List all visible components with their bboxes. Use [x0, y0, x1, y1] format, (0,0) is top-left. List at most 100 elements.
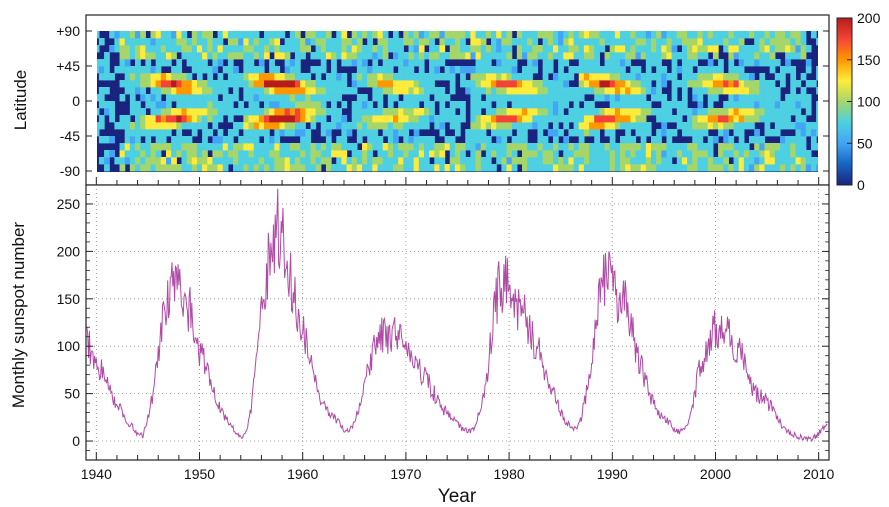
heatmap-cell [547, 94, 554, 102]
heatmap-cell [351, 52, 358, 60]
heatmap-cell [614, 66, 621, 74]
heatmap-cell [429, 115, 435, 123]
heatmap-cell [625, 59, 631, 67]
heatmap-cell [764, 59, 771, 67]
sunspot-x-tick-label: 2000 [700, 466, 731, 482]
heatmap-cell [774, 73, 781, 81]
heatmap-cell [712, 66, 719, 74]
heatmap-cell [196, 38, 203, 46]
heatmap-cell [769, 80, 776, 88]
heatmap-cell [542, 94, 549, 102]
heatmap-cell [222, 80, 229, 88]
heatmap-cell [258, 38, 265, 46]
heatmap-cell [377, 31, 384, 39]
heatmap-cell [325, 38, 332, 46]
heatmap-cell [289, 45, 296, 53]
heatmap-cell [439, 31, 446, 39]
heatmap-cell [640, 73, 647, 81]
heatmap-cell [289, 94, 296, 102]
heatmap-cell [186, 150, 193, 158]
heatmap-cell [754, 45, 760, 53]
heatmap-cell [728, 164, 735, 172]
heatmap-cell [754, 136, 760, 144]
heatmap-cell [160, 143, 167, 151]
heatmap-cell [387, 45, 394, 53]
heatmap-cell [341, 52, 348, 60]
heatmap-cell [558, 87, 564, 95]
heatmap-cell [362, 52, 368, 60]
heatmap-cell [816, 101, 818, 109]
heatmap-cell [640, 45, 647, 53]
heatmap-cell [640, 52, 647, 60]
heatmap-cell [212, 108, 219, 116]
heatmap-cell [393, 129, 399, 137]
heatmap-cell [697, 94, 704, 102]
heatmap-cell [145, 164, 152, 172]
heatmap-cell [284, 157, 291, 165]
heatmap-cell [594, 136, 600, 144]
heatmap-cell [444, 94, 451, 102]
heatmap-cell [645, 108, 652, 116]
heatmap-cell [527, 94, 533, 102]
heatmap-cell [434, 73, 441, 81]
heatmap-cell [145, 157, 152, 165]
heatmap-cell [769, 52, 776, 60]
heatmap-cell [697, 87, 704, 95]
heatmap-cell [423, 87, 430, 95]
heatmap-cell [800, 129, 807, 137]
heatmap-cell [176, 136, 183, 144]
heatmap-cell [258, 129, 265, 137]
heatmap-cell [764, 143, 771, 151]
heatmap-cell [212, 38, 219, 46]
heatmap-cell [578, 31, 585, 39]
heatmap-cell [687, 143, 693, 151]
heatmap-cell [749, 80, 755, 88]
heatmap-cell [269, 38, 275, 46]
heatmap-cell [150, 87, 157, 95]
heatmap-cell [160, 157, 167, 165]
heatmap-cell [614, 101, 621, 109]
heatmap-cell [331, 94, 337, 102]
heatmap-cell [202, 157, 208, 165]
heatmap-cell [630, 143, 637, 151]
heatmap-cell [816, 129, 818, 137]
heatmap-cell [248, 73, 255, 81]
heatmap-cell [109, 73, 115, 81]
heatmap-cell [408, 66, 415, 74]
heatmap-cell [398, 45, 404, 53]
heatmap-cell [552, 157, 559, 165]
heatmap-cell [630, 94, 637, 102]
heatmap-cell [749, 52, 755, 60]
heatmap-cell [372, 94, 379, 102]
heatmap-cell [532, 45, 539, 53]
heatmap-cell [656, 94, 662, 102]
heatmap-cell [573, 115, 580, 123]
heatmap-cell [124, 115, 131, 123]
heatmap-cell [599, 45, 606, 53]
heatmap-cell [171, 66, 177, 74]
heatmap-cell [119, 38, 126, 46]
heatmap-cell [485, 143, 492, 151]
heatmap-cell [563, 38, 570, 46]
heatmap-cell [336, 80, 343, 88]
heatmap-cell [537, 52, 544, 60]
heatmap-cell [336, 150, 343, 158]
heatmap-cell [382, 31, 389, 39]
heatmap-cell [222, 150, 229, 158]
heatmap-cell [583, 87, 590, 95]
heatmap-cell [532, 80, 539, 88]
heatmap-cell [403, 87, 410, 95]
heatmap-cell [470, 129, 477, 137]
heatmap-cell [98, 115, 105, 123]
heatmap-cell [527, 31, 533, 39]
heatmap-cell [300, 80, 306, 88]
heatmap-cell [140, 150, 146, 158]
heatmap-cell [532, 31, 539, 39]
heatmap-cell [155, 66, 162, 74]
heatmap-cell [774, 59, 781, 67]
heatmap-cell [418, 143, 425, 151]
heatmap-cell [243, 129, 250, 137]
heatmap-cell [552, 38, 559, 46]
heatmap-cell [485, 45, 492, 53]
heatmap-cell [202, 80, 208, 88]
